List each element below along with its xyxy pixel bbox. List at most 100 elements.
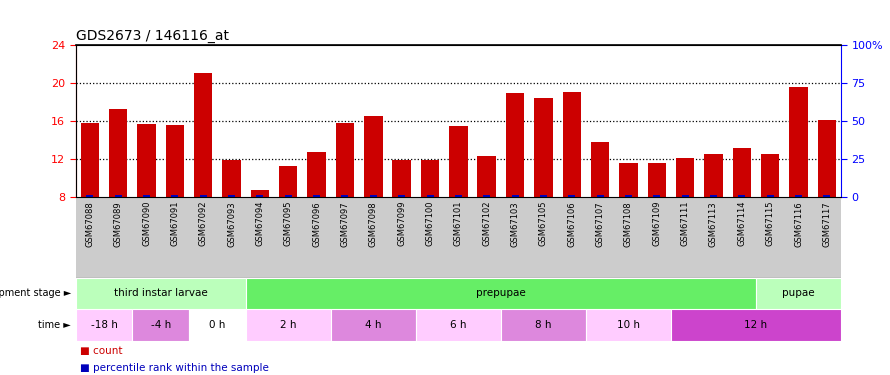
Bar [246, 278, 756, 309]
Bar [426, 195, 433, 197]
Text: ■ count: ■ count [80, 346, 123, 356]
Text: GSM67111: GSM67111 [681, 201, 690, 246]
Text: 0 h: 0 h [209, 320, 225, 330]
Bar [512, 195, 519, 197]
Bar [364, 116, 383, 197]
Bar [483, 195, 490, 197]
Text: 2 h: 2 h [280, 320, 296, 330]
Text: pupae: pupae [782, 288, 815, 298]
Bar [76, 309, 133, 341]
Bar [251, 190, 269, 197]
Bar [704, 154, 723, 197]
Bar [416, 309, 501, 341]
Text: development stage ►: development stage ► [0, 288, 71, 298]
Text: GSM67116: GSM67116 [794, 201, 803, 246]
Text: GSM67102: GSM67102 [482, 201, 491, 246]
Bar [823, 195, 830, 197]
Bar [279, 165, 297, 197]
Bar [313, 195, 320, 197]
Bar [342, 195, 349, 197]
Bar [331, 309, 416, 341]
Bar [562, 92, 581, 197]
Bar [682, 195, 689, 197]
Text: GSM67097: GSM67097 [341, 201, 350, 246]
Text: GSM67108: GSM67108 [624, 201, 633, 246]
Bar [789, 87, 808, 197]
Bar [115, 195, 122, 197]
Text: GSM67117: GSM67117 [822, 201, 831, 246]
Bar [137, 124, 156, 197]
Text: GSM67114: GSM67114 [737, 201, 747, 246]
Text: third instar larvae: third instar larvae [114, 288, 207, 298]
Bar [172, 195, 178, 197]
Bar [710, 195, 717, 197]
Bar [256, 195, 263, 197]
Bar [246, 309, 331, 341]
Bar [648, 163, 666, 197]
Bar [199, 195, 206, 197]
Bar [478, 156, 496, 197]
Text: GSM67089: GSM67089 [114, 201, 123, 246]
Bar [596, 195, 603, 197]
Bar [421, 160, 440, 197]
Bar [109, 109, 127, 197]
Bar [586, 309, 671, 341]
Bar [76, 278, 246, 309]
Bar [568, 195, 575, 197]
Text: 6 h: 6 h [450, 320, 466, 330]
Bar [619, 163, 637, 197]
Bar [81, 123, 99, 197]
Text: GSM67095: GSM67095 [284, 201, 293, 246]
Text: ■ percentile rank within the sample: ■ percentile rank within the sample [80, 363, 269, 373]
Bar [795, 195, 802, 197]
Bar [671, 309, 841, 341]
Bar [143, 195, 150, 197]
Bar [739, 195, 745, 197]
Text: GSM67103: GSM67103 [511, 201, 520, 246]
Text: 4 h: 4 h [365, 320, 382, 330]
Text: GSM67115: GSM67115 [765, 201, 774, 246]
Bar [818, 120, 836, 197]
Text: GSM67088: GSM67088 [85, 201, 94, 247]
Bar [370, 195, 376, 197]
Bar [625, 195, 632, 197]
Text: -18 h: -18 h [91, 320, 117, 330]
Text: GSM67090: GSM67090 [142, 201, 151, 246]
Bar [194, 72, 213, 197]
Bar [86, 195, 93, 197]
Bar [761, 154, 780, 197]
Text: GSM67099: GSM67099 [397, 201, 406, 246]
Text: GSM67109: GSM67109 [652, 201, 661, 246]
Bar [766, 195, 773, 197]
Bar [133, 309, 189, 341]
Bar [540, 195, 546, 197]
Text: GDS2673 / 146116_at: GDS2673 / 146116_at [76, 28, 229, 43]
Text: GSM67094: GSM67094 [255, 201, 264, 246]
Text: GSM67106: GSM67106 [567, 201, 576, 246]
Text: GSM67092: GSM67092 [198, 201, 207, 246]
Bar [653, 195, 660, 197]
Bar [285, 195, 292, 197]
Bar [336, 123, 354, 197]
Text: GSM67096: GSM67096 [312, 201, 321, 246]
Text: GSM67113: GSM67113 [709, 201, 718, 246]
Bar [189, 309, 246, 341]
Bar [398, 195, 405, 197]
Bar [676, 158, 694, 197]
Text: GSM67101: GSM67101 [454, 201, 463, 246]
Bar [756, 278, 841, 309]
Text: 12 h: 12 h [744, 320, 767, 330]
Text: prepupae: prepupae [476, 288, 526, 298]
Bar [307, 152, 326, 197]
Bar [501, 309, 586, 341]
Bar [228, 195, 235, 197]
Bar [455, 195, 462, 197]
Text: GSM67091: GSM67091 [170, 201, 180, 246]
Bar [534, 98, 553, 197]
Bar [392, 160, 411, 197]
Bar [732, 148, 751, 197]
Bar [506, 93, 524, 197]
Text: GSM67107: GSM67107 [595, 201, 604, 246]
Text: GSM67098: GSM67098 [368, 201, 378, 246]
Text: -4 h: -4 h [150, 320, 171, 330]
